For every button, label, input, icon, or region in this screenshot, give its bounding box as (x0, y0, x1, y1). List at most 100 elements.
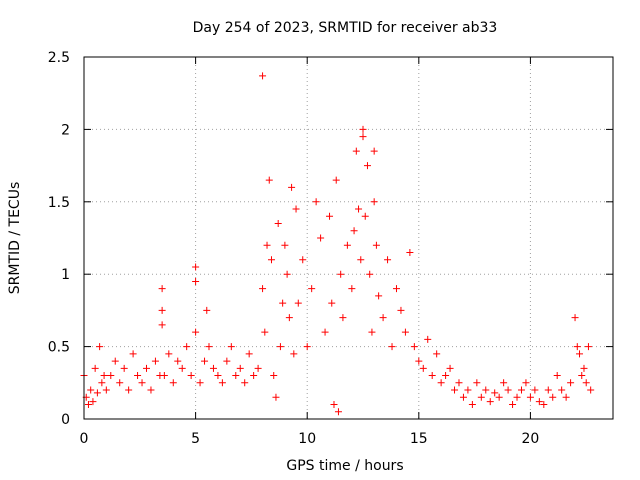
data-point (531, 386, 539, 394)
data-point (355, 205, 363, 213)
data-point (415, 357, 423, 365)
data-point (359, 133, 367, 141)
data-point (165, 350, 173, 358)
data-point (290, 350, 298, 358)
data-point (571, 314, 579, 322)
data-point (245, 350, 253, 358)
data-point (446, 364, 454, 372)
data-point (406, 248, 414, 256)
data-point (526, 393, 534, 401)
data-point (214, 372, 222, 380)
data-point (337, 270, 345, 278)
y-tick-label: 0.5 (48, 340, 70, 356)
data-point (328, 299, 336, 307)
data-point (451, 386, 459, 394)
data-point (366, 270, 374, 278)
data-point (401, 328, 409, 336)
data-point (134, 372, 142, 380)
data-point (567, 379, 575, 387)
data-point (272, 393, 280, 401)
data-point (236, 364, 244, 372)
y-axis-title: SRMTID / TECUs (7, 182, 23, 295)
data-point (201, 357, 209, 365)
data-point (299, 256, 307, 264)
data-point (482, 386, 490, 394)
data-point (261, 328, 269, 336)
data-point (455, 379, 463, 387)
data-point (384, 256, 392, 264)
data-point (160, 372, 168, 380)
data-point (125, 386, 133, 394)
data-point (361, 212, 369, 220)
data-point (578, 372, 586, 380)
data-point (363, 162, 371, 170)
data-point (549, 393, 557, 401)
data-point (587, 386, 595, 394)
x-tick-label: 10 (298, 431, 316, 447)
data-point (350, 227, 358, 235)
data-point (96, 343, 104, 351)
data-point (283, 270, 291, 278)
data-point (270, 372, 278, 380)
data-point (279, 299, 287, 307)
data-point (321, 328, 329, 336)
data-point (359, 125, 367, 133)
data-point (509, 401, 517, 409)
data-point (428, 372, 436, 380)
data-point (116, 379, 124, 387)
data-point (142, 364, 150, 372)
data-point (288, 183, 296, 191)
data-point (192, 263, 200, 271)
data-point (84, 401, 92, 409)
data-point (312, 198, 320, 206)
data-point (259, 285, 267, 293)
data-point (334, 408, 342, 416)
data-point (442, 372, 450, 380)
data-point (348, 285, 356, 293)
y-tick-label: 1.5 (48, 195, 70, 211)
data-point (558, 386, 566, 394)
data-point (308, 285, 316, 293)
y-tick-label: 2.5 (48, 50, 70, 66)
data-point (292, 205, 300, 213)
data-point (89, 398, 97, 406)
data-point (517, 386, 525, 394)
data-point (138, 379, 146, 387)
data-point (120, 364, 128, 372)
grid-lines (84, 57, 613, 419)
data-point (330, 401, 338, 409)
data-point (192, 328, 200, 336)
data-point (158, 306, 166, 314)
data-point (151, 357, 159, 365)
data-point (477, 393, 485, 401)
data-point (332, 176, 340, 184)
data-point (129, 350, 137, 358)
data-point (265, 176, 273, 184)
data-point (468, 401, 476, 409)
x-tick-label: 15 (410, 431, 428, 447)
data-point (464, 386, 472, 394)
data-point (419, 364, 427, 372)
data-point (437, 379, 445, 387)
data-point (87, 386, 95, 394)
data-point (169, 379, 177, 387)
data-point (540, 401, 548, 409)
data-points (80, 72, 595, 416)
data-point (111, 357, 119, 365)
data-point (250, 372, 258, 380)
data-point (553, 372, 561, 380)
data-point (178, 364, 186, 372)
data-point (410, 343, 418, 351)
data-point (254, 364, 262, 372)
data-point (500, 379, 508, 387)
data-point (227, 343, 235, 351)
y-tick-label: 2 (61, 122, 70, 138)
data-point (433, 350, 441, 358)
data-point (379, 314, 387, 322)
x-tick-label: 20 (521, 431, 539, 447)
data-point (317, 234, 325, 242)
data-point (495, 393, 503, 401)
data-point (504, 386, 512, 394)
data-point (573, 343, 581, 351)
